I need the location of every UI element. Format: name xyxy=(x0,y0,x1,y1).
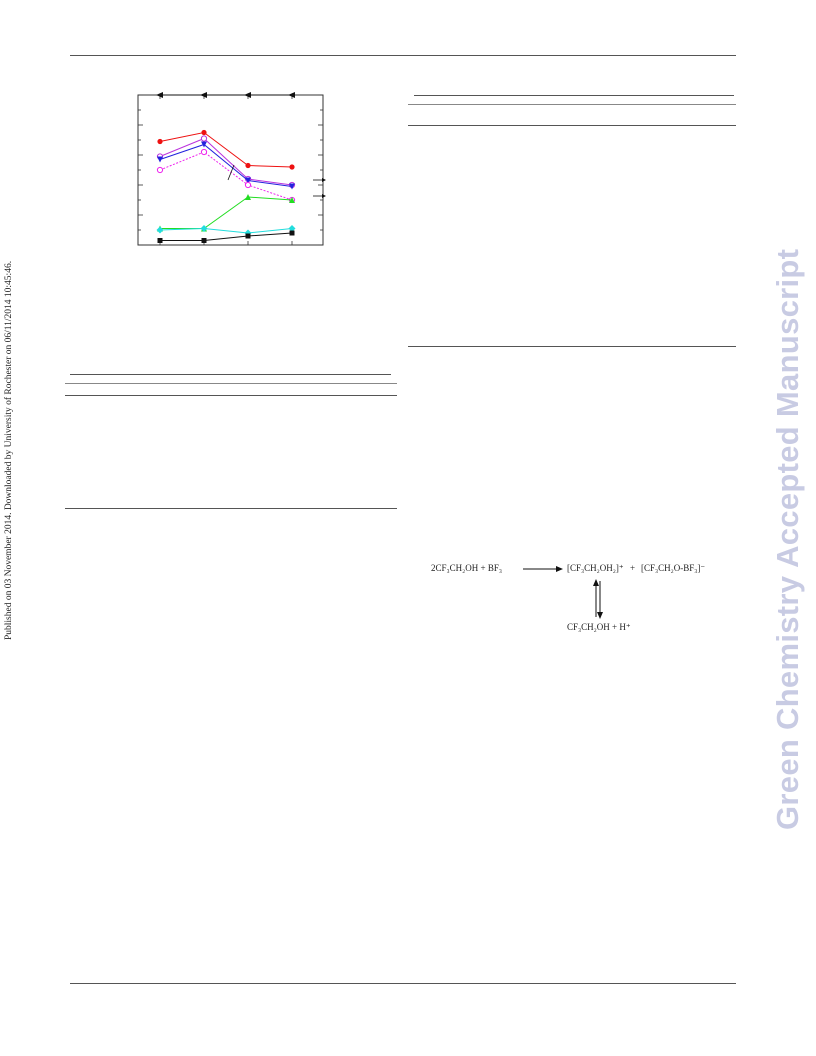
forward-arrow xyxy=(523,566,563,572)
series-line xyxy=(160,196,293,229)
data-point xyxy=(288,92,295,98)
series-5 xyxy=(157,194,295,232)
series-1 xyxy=(157,129,295,170)
manuscript-watermark: Green Chemistry Accepted Manuscript xyxy=(770,248,805,830)
data-point xyxy=(156,226,164,234)
series-line xyxy=(159,151,293,201)
header-rule xyxy=(70,55,736,56)
table-top-rule xyxy=(414,95,734,96)
table-subheader-rule xyxy=(408,125,736,126)
data-point xyxy=(245,177,251,184)
series-line xyxy=(159,137,293,186)
footer-rule xyxy=(70,983,736,984)
data-point xyxy=(201,238,207,243)
data-point xyxy=(156,166,164,174)
series-line xyxy=(159,131,293,168)
data-point xyxy=(244,181,252,189)
series-2 xyxy=(156,135,296,189)
data-point xyxy=(157,156,163,163)
table-bottom-rule xyxy=(65,508,397,509)
axis-ticks xyxy=(138,94,323,246)
line-chart xyxy=(137,92,324,246)
data-point xyxy=(157,238,163,243)
arrow-markers xyxy=(227,164,235,181)
data-point xyxy=(245,194,251,200)
data-point xyxy=(289,230,295,236)
data-point xyxy=(200,135,208,142)
data-point xyxy=(201,141,207,148)
data-point xyxy=(245,162,251,169)
reactant: 2CF₃CH₂OH + BF₃ xyxy=(431,563,503,573)
data-point xyxy=(200,92,207,98)
table-header-rule xyxy=(65,383,397,384)
table-header-rule xyxy=(408,104,736,105)
series-line xyxy=(160,232,293,241)
data-point xyxy=(157,138,163,145)
data-point xyxy=(200,148,208,156)
series-line xyxy=(159,143,293,187)
data-point xyxy=(200,225,208,232)
reaction-scheme: 2CF₃CH₂OH + BF₃ [CF₃CH₂OH₂]⁺ + [CF₃CH₂O-… xyxy=(425,555,755,645)
product-cation: [CF₃CH₂OH₂]⁺ xyxy=(567,563,624,573)
series-7 xyxy=(157,230,295,243)
series-3 xyxy=(157,141,295,190)
product-anion: [CF₃CH₂O-BF₃]⁻ xyxy=(641,563,706,573)
table-bottom-rule xyxy=(408,346,736,347)
equilibrium-arrows xyxy=(593,579,603,619)
plus-sign: + xyxy=(630,563,636,573)
data-point xyxy=(245,233,251,239)
data-point xyxy=(156,92,163,98)
data-point xyxy=(289,197,295,203)
series-arrows xyxy=(313,178,326,198)
plot-frame xyxy=(137,94,324,246)
table-subheader-rule xyxy=(65,395,397,396)
series-8 xyxy=(156,92,295,98)
series-6 xyxy=(156,225,296,237)
equilibrium-product: CF₃CH₂OH + H⁺ xyxy=(567,622,631,632)
series-4 xyxy=(156,148,296,204)
table-top-rule xyxy=(70,374,391,375)
publication-note: Published on 03 November 2014. Downloade… xyxy=(4,260,14,640)
series-line xyxy=(159,227,293,234)
data-point xyxy=(201,129,207,136)
pointer-line xyxy=(227,164,235,181)
data-point xyxy=(289,183,295,190)
chart-series xyxy=(156,92,296,243)
data-point xyxy=(289,164,295,170)
data-point xyxy=(244,92,251,98)
data-point xyxy=(288,225,296,232)
